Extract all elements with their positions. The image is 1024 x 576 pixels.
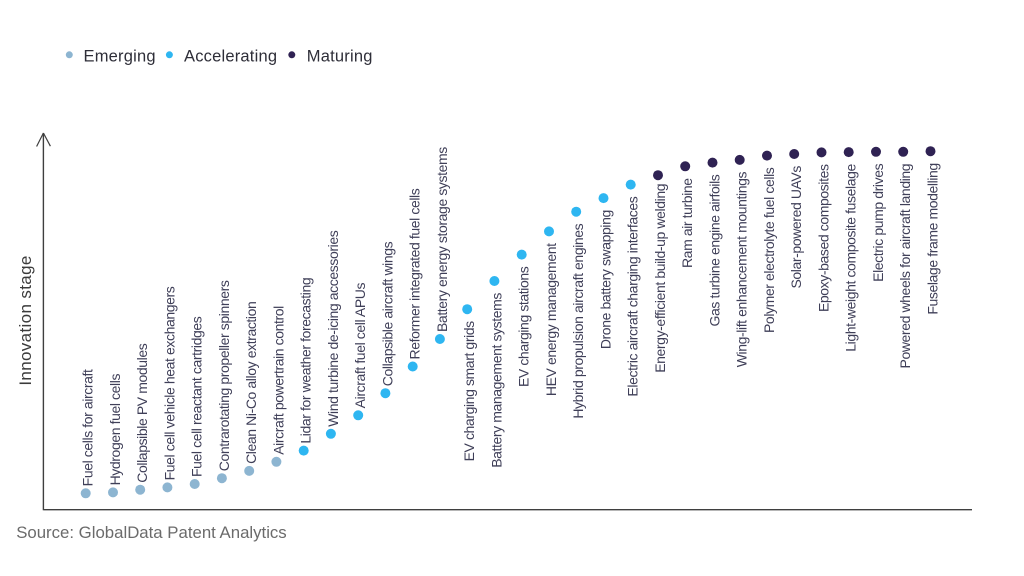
svg-text:EV charging stations: EV charging stations [516, 266, 532, 387]
svg-text:HEV energy management: HEV energy management [543, 243, 559, 396]
svg-text:Aircraft powertrain control: Aircraft powertrain control [270, 306, 286, 455]
svg-text:Lidar for weather forecasting: Lidar for weather forecasting [298, 278, 314, 444]
svg-text:Drone battery swapping: Drone battery swapping [598, 210, 614, 349]
svg-text:Epoxy-based composites: Epoxy-based composites [816, 164, 832, 312]
svg-text:Gas turbine engine airfoils: Gas turbine engine airfoils [707, 174, 723, 326]
svg-text:Wind turbine de-icing accessor: Wind turbine de-icing accessories [325, 230, 341, 427]
svg-text:Hybrid propulsion aircraft eng: Hybrid propulsion aircraft engines [570, 223, 586, 418]
svg-text:Battery energy storage systems: Battery energy storage systems [434, 147, 450, 332]
svg-text:Innovation stage: Innovation stage [16, 255, 35, 385]
svg-text:Fuel cells for aircraft: Fuel cells for aircraft [80, 369, 96, 486]
svg-text:Ram air turbine: Ram air turbine [679, 178, 695, 268]
svg-text:Powered wheels for aircraft la: Powered wheels for aircraft landing [897, 164, 913, 369]
svg-text:Reformer integrated fuel cells: Reformer integrated fuel cells [407, 188, 423, 359]
svg-text:Wing-lift enhancement mounting: Wing-lift enhancement mountings [734, 172, 750, 368]
svg-text:Collapsible PV modules: Collapsible PV modules [134, 343, 150, 482]
svg-text:Source: GlobalData Patent Anal: Source: GlobalData Patent Analytics [16, 523, 287, 542]
svg-text:Hydrogen fuel cells: Hydrogen fuel cells [107, 374, 123, 486]
svg-text:Accelerating: Accelerating [184, 48, 277, 66]
svg-text:Fuel cell vehicle heat exchang: Fuel cell vehicle heat exchangers [161, 286, 177, 480]
svg-text:Emerging: Emerging [84, 48, 156, 66]
svg-text:Fuel cell reactant cartridges: Fuel cell reactant cartridges [189, 316, 205, 477]
svg-text:Clean Ni-Co alloy extraction: Clean Ni-Co alloy extraction [243, 302, 259, 464]
svg-text:Light-weight composite fuselag: Light-weight composite fuselage [843, 163, 859, 351]
svg-text:Maturing: Maturing [307, 48, 373, 66]
svg-text:Aircraft fuel cell APUs: Aircraft fuel cell APUs [352, 283, 368, 409]
svg-text:Battery management systems: Battery management systems [488, 293, 504, 468]
svg-text:Solar-powered UAVs: Solar-powered UAVs [788, 166, 804, 289]
svg-text:EV charging smart grids: EV charging smart grids [461, 321, 477, 462]
svg-text:Polymer electrolyte fuel cells: Polymer electrolyte fuel cells [761, 167, 777, 333]
svg-text:Electric aircraft charging int: Electric aircraft charging interfaces [625, 196, 641, 396]
svg-text:Energy-efficient build-up weld: Energy-efficient build-up welding [652, 184, 668, 373]
svg-text:Collapsible aircraft wings: Collapsible aircraft wings [379, 241, 395, 386]
svg-text:Electric pump drives: Electric pump drives [870, 163, 886, 281]
svg-text:Fuselage frame modelling: Fuselage frame modelling [925, 163, 941, 314]
svg-text:Contrarotating propeller spinn: Contrarotating propeller spinners [216, 280, 232, 471]
